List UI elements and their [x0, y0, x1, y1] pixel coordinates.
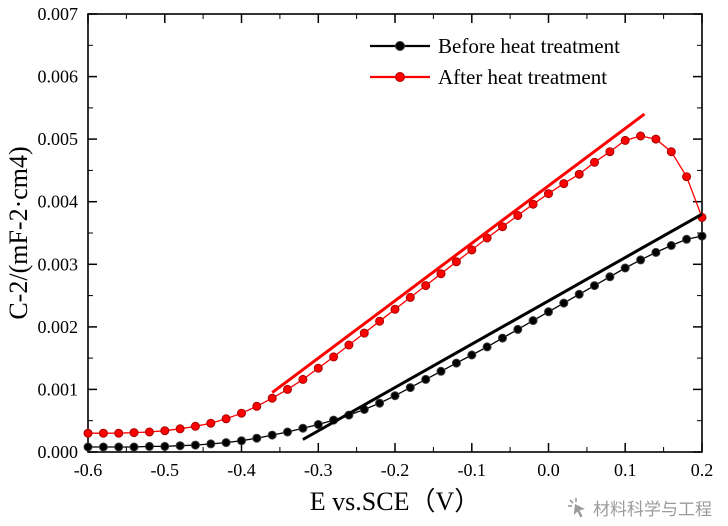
svg-text:0.2: 0.2 [691, 460, 714, 480]
svg-text:C-2/(mF-2·cm4): C-2/(mF-2·cm4) [4, 146, 33, 319]
svg-text:-0.4: -0.4 [227, 460, 256, 480]
svg-text:0.1: 0.1 [614, 460, 637, 480]
svg-text:-0.6: -0.6 [74, 460, 103, 480]
svg-text:0.007: 0.007 [38, 4, 79, 24]
svg-text:0.006: 0.006 [38, 67, 79, 87]
svg-text:0.004: 0.004 [38, 192, 79, 212]
cursor-click-icon [565, 496, 589, 520]
watermark-text: 材料科学与工程 [593, 500, 712, 520]
svg-text:-0.3: -0.3 [304, 460, 333, 480]
svg-text:0.0: 0.0 [537, 460, 560, 480]
svg-text:After heat treatment: After heat treatment [438, 65, 607, 89]
svg-text:-0.1: -0.1 [458, 460, 487, 480]
svg-text:0.002: 0.002 [38, 317, 79, 337]
svg-text:0.005: 0.005 [38, 129, 79, 149]
svg-text:-0.5: -0.5 [151, 460, 180, 480]
svg-text:-0.2: -0.2 [381, 460, 410, 480]
svg-text:0.000: 0.000 [38, 442, 79, 462]
watermark: 材料科学与工程 [565, 495, 712, 520]
svg-text:0.003: 0.003 [38, 254, 79, 274]
svg-text:Before heat treatment: Before heat treatment [438, 34, 620, 58]
svg-text:0.001: 0.001 [38, 379, 79, 399]
svg-text:E vs.SCE（V）: E vs.SCE（V） [310, 487, 480, 516]
